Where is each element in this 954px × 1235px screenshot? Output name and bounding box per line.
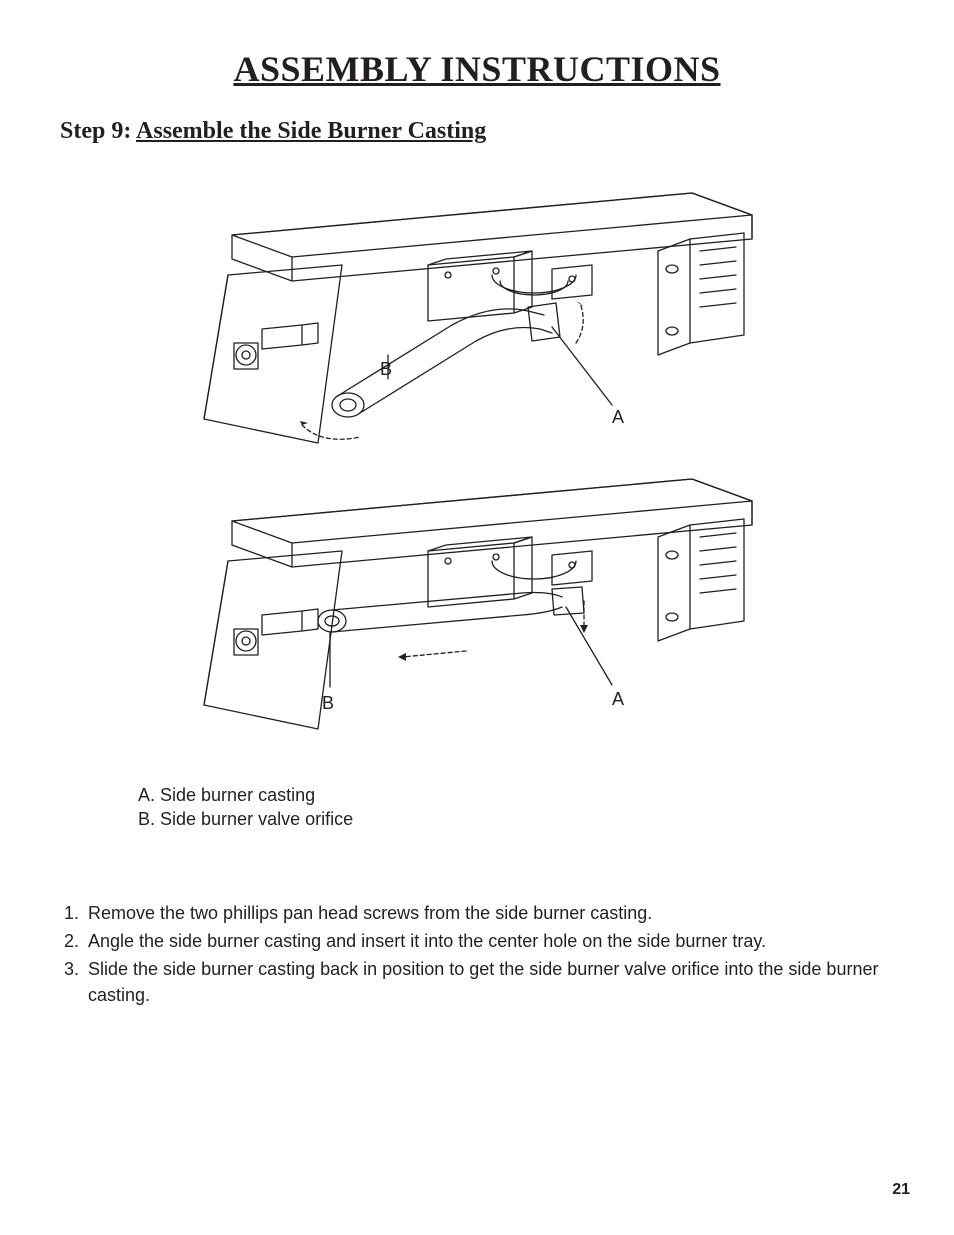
step-title: Assemble the Side Burner Casting [136, 118, 486, 144]
step-heading: Step 9: Assemble the Side Burner Casting [60, 118, 912, 145]
instruction-1: Remove the two phillips pan head screws … [84, 900, 906, 926]
instruction-list: Remove the two phillips pan head screws … [56, 900, 912, 1008]
page-title: ASSEMBLY INSTRUCTIONS [42, 48, 912, 90]
assembly-diagram: B A B A [42, 175, 912, 765]
legend-b: B. Side burner valve orifice [138, 807, 912, 831]
legend-a: A. Side burner casting [138, 783, 912, 807]
legend: A. Side burner casting B. Side burner va… [138, 783, 912, 832]
step-label: Step 9: [60, 118, 136, 144]
instruction-2: Angle the side burner casting and insert… [84, 928, 906, 954]
instruction-3: Slide the side burner casting back in po… [84, 956, 906, 1008]
diagram-label-b-top: B [380, 359, 392, 379]
diagram-label-a-bottom: A [612, 689, 624, 709]
diagram-label-b-bottom: B [322, 693, 334, 713]
page-number: 21 [892, 1181, 910, 1199]
diagram-label-a-top: A [612, 407, 624, 427]
